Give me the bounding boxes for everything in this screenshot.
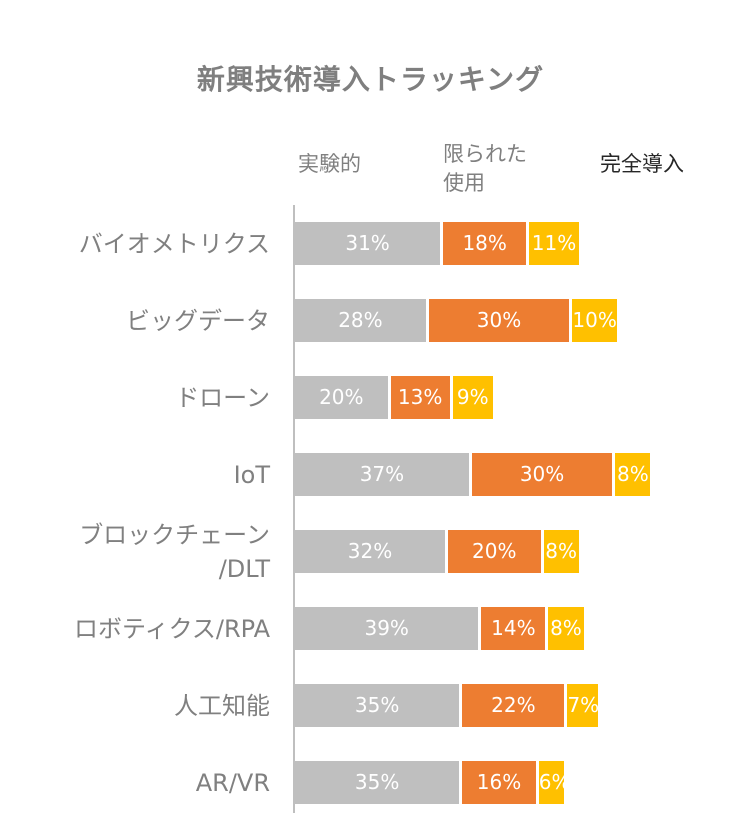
bar-segment: 20%: [447, 530, 541, 573]
data-label: 11%: [531, 231, 577, 255]
data-label: 39%: [364, 616, 409, 640]
bar-segment: 30%: [428, 299, 570, 342]
data-label: 13%: [397, 385, 443, 409]
category-axis-line: [293, 205, 295, 813]
bar-segment: 39%: [295, 607, 479, 650]
bar-segment: 22%: [462, 684, 565, 727]
bar-segment: 31%: [295, 222, 441, 265]
bar-segment: 32%: [295, 530, 445, 573]
category-label: ロボティクス/RPA: [74, 614, 270, 643]
bar-segment: 35%: [295, 684, 460, 727]
data-label: 14%: [491, 616, 536, 640]
bar-segment: 37%: [295, 453, 469, 496]
category-label: IoT: [233, 460, 270, 489]
data-label: 18%: [462, 231, 507, 255]
bar-segment: 8%: [615, 453, 651, 496]
bar-segment: 13%: [390, 376, 450, 419]
data-label: 20%: [472, 539, 517, 563]
data-label: 7%: [567, 693, 598, 717]
data-label: 10%: [572, 308, 617, 332]
bar-segment: 9%: [452, 376, 493, 419]
bar-segment: 18%: [443, 222, 527, 265]
category-label: ブロックチェーン /DLT: [79, 520, 270, 583]
category-label: ビッグデータ: [126, 306, 270, 335]
bar-segment: 28%: [295, 299, 426, 342]
bar-segment: 8%: [548, 607, 584, 650]
category-label: 人工知能: [174, 691, 270, 720]
category-label: AR/VR: [195, 768, 270, 797]
bar-segment: 20%: [295, 376, 388, 419]
data-label: 8%: [550, 616, 582, 640]
data-label: 30%: [519, 462, 565, 486]
bar-segment: 30%: [471, 453, 613, 496]
bar-segment: 35%: [295, 761, 460, 804]
data-label: 32%: [347, 539, 393, 563]
data-label: 37%: [359, 462, 405, 486]
data-label: 20%: [319, 385, 364, 409]
bar-segment: 16%: [462, 761, 536, 804]
category-label: バイオメトリクス: [78, 229, 270, 258]
data-label: 35%: [354, 693, 400, 717]
data-label: 35%: [354, 770, 400, 794]
bar-segment: 11%: [529, 222, 579, 265]
bar-segment: 10%: [572, 299, 618, 342]
legend-label-2: 限られた 使用: [443, 142, 527, 195]
data-label: 8%: [545, 539, 578, 563]
data-label: 6%: [538, 770, 565, 794]
data-label: 9%: [456, 385, 489, 409]
legend-label-1: 実験的: [298, 152, 361, 176]
bar-segment: 7%: [567, 684, 598, 727]
data-label: 30%: [476, 308, 522, 332]
data-label: 28%: [338, 308, 383, 332]
category-label: ドローン: [175, 383, 270, 412]
bar-segment: 14%: [481, 607, 546, 650]
data-label: 16%: [476, 770, 522, 794]
data-label: 8%: [617, 462, 649, 486]
legend-label-3: 完全導入: [600, 152, 684, 176]
bar-segment: 8%: [543, 530, 579, 573]
chart-title: 新興技術導入トラッキング: [196, 63, 545, 96]
data-label: 31%: [345, 231, 390, 255]
data-label: 22%: [491, 693, 536, 717]
bar-segment: 6%: [538, 761, 565, 804]
